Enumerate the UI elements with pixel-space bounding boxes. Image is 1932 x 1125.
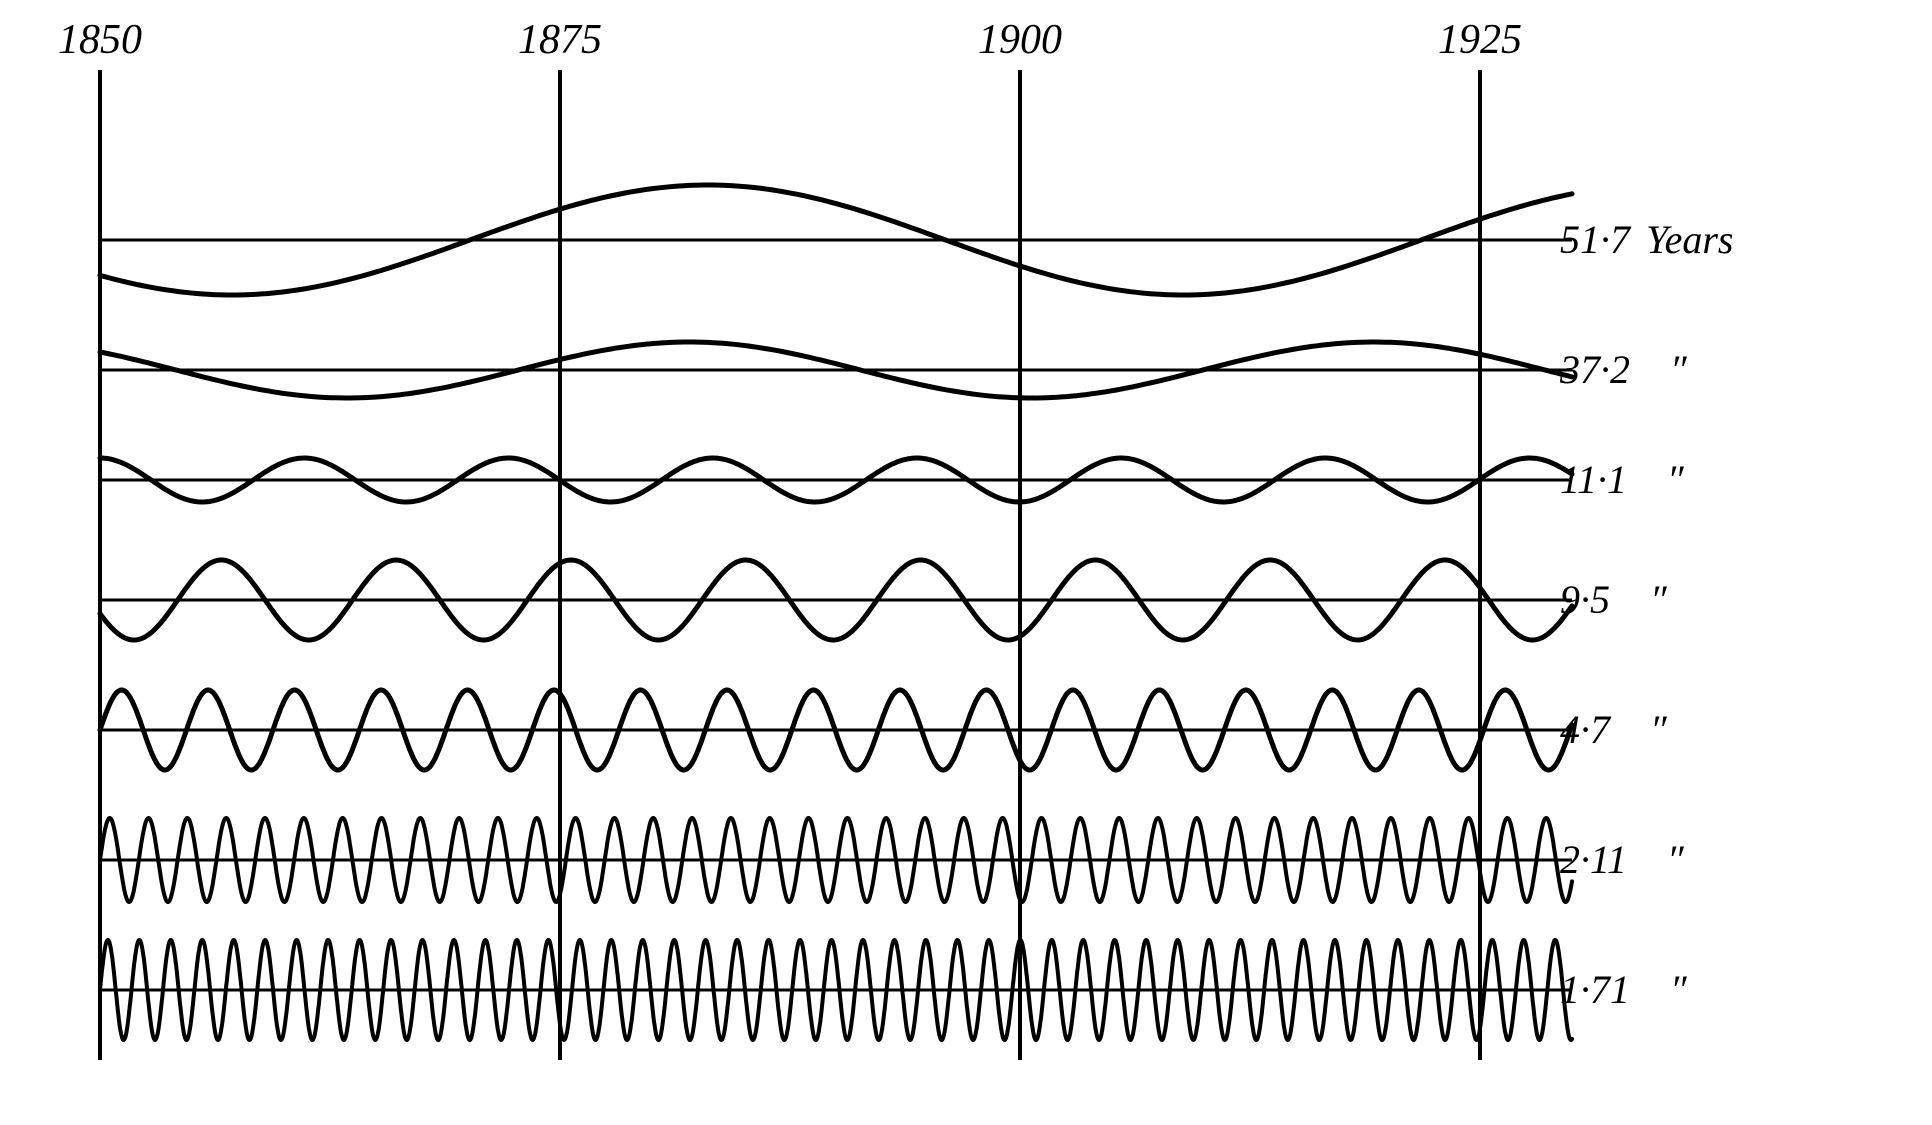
period-unit: ″ <box>1667 457 1684 502</box>
year-label-1850: 1850 <box>58 16 142 64</box>
year-label-1925: 1925 <box>1438 16 1522 64</box>
year-label-1900: 1900 <box>978 16 1062 64</box>
period-label-11·1: 11·1 ″ <box>1560 456 1684 503</box>
period-value: 11·1 <box>1560 457 1627 502</box>
period-unit: ″ <box>1650 707 1667 752</box>
period-label-1·71: 1·71 ″ <box>1560 966 1687 1013</box>
period-label-9·5: 9·5 ″ <box>1560 576 1667 623</box>
period-label-37·2: 37·2 ″ <box>1560 346 1687 393</box>
period-unit: ″ <box>1670 967 1687 1012</box>
period-label-4·7: 4·7 ″ <box>1560 706 1667 753</box>
period-unit: ″ <box>1650 577 1667 622</box>
period-label-2·11: 2·11 ″ <box>1560 836 1684 883</box>
period-value: 51·7 <box>1560 217 1630 262</box>
period-unit: Years <box>1646 217 1733 262</box>
period-value: 2·11 <box>1560 837 1627 882</box>
period-value: 4·7 <box>1560 707 1610 752</box>
period-label-51·7: 51·7 Years <box>1560 216 1733 263</box>
period-value: 1·71 <box>1560 967 1630 1012</box>
period-unit: ″ <box>1667 837 1684 882</box>
period-unit: ″ <box>1670 347 1687 392</box>
year-label-1875: 1875 <box>518 16 602 64</box>
period-value: 37·2 <box>1560 347 1630 392</box>
periodicity-chart <box>0 0 1932 1125</box>
period-value: 9·5 <box>1560 577 1610 622</box>
